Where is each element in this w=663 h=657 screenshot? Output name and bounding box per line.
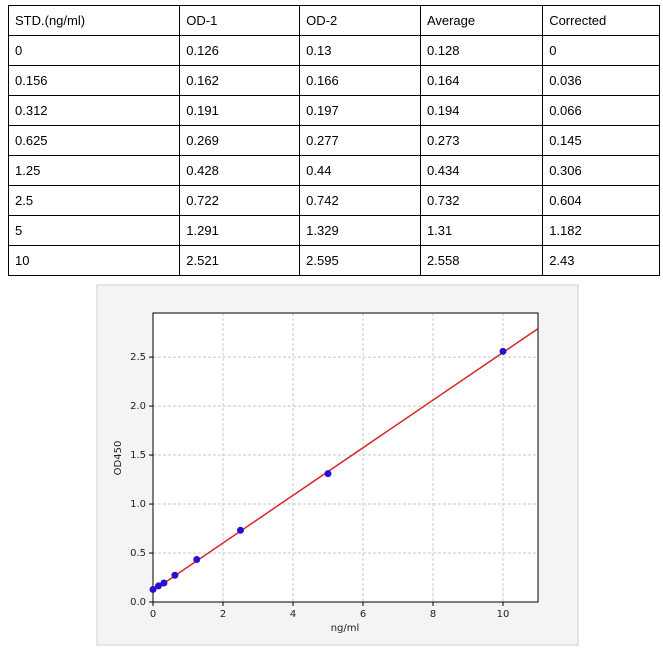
cell: 0.126 xyxy=(179,35,301,66)
cell: 0.277 xyxy=(299,125,421,156)
data-point xyxy=(171,571,179,579)
cell: 2.43 xyxy=(542,245,660,276)
table-row: 1.25 0.428 0.44 0.434 0.306 xyxy=(7,155,660,186)
cell: 0.191 xyxy=(179,95,301,126)
x-tick-label: 0 xyxy=(150,609,156,620)
y-tick-label: 2.0 xyxy=(130,401,146,412)
cell: 0.273 xyxy=(419,125,544,156)
y-tick-label: 0.5 xyxy=(130,548,146,559)
data-point xyxy=(237,526,244,534)
plot-frame xyxy=(152,312,539,603)
cell: 0.194 xyxy=(419,95,544,126)
cell: 2.521 xyxy=(179,245,301,276)
x-axis-label: ng/ml xyxy=(331,623,360,634)
table-row: 2.5 0.722 0.742 0.732 0.604 xyxy=(7,185,660,216)
x-tick-label: 4 xyxy=(290,609,296,620)
cell: 1.329 xyxy=(299,215,421,246)
cell: 0.732 xyxy=(419,185,544,216)
y-tick-label: 0.0 xyxy=(130,597,146,608)
header-cell: Average xyxy=(419,5,544,36)
data-point xyxy=(160,579,168,587)
cell: 0.625 xyxy=(7,125,181,156)
header-cell: STD.(ng/ml) xyxy=(7,5,181,36)
cell: 1.31 xyxy=(419,215,544,246)
header-cell: Corrected xyxy=(542,5,660,36)
data-point xyxy=(149,585,157,593)
fit-line xyxy=(152,328,539,592)
y-axis-label: OD450 xyxy=(113,441,124,476)
table-row: 0 0.126 0.13 0.128 0 xyxy=(7,35,660,66)
data-point xyxy=(499,347,507,355)
cell: 0.164 xyxy=(419,65,544,96)
x-tick-label: 6 xyxy=(360,609,366,620)
cell: 0.306 xyxy=(542,155,660,186)
table-row: 0.156 0.162 0.166 0.164 0.036 xyxy=(7,65,660,96)
x-tick-label: 8 xyxy=(430,609,436,620)
cell: 1.291 xyxy=(179,215,301,246)
cell: 2.558 xyxy=(419,245,544,276)
y-tick-label: 1.5 xyxy=(130,450,146,461)
cell: 0.44 xyxy=(299,155,421,186)
x-tick-label: 10 xyxy=(497,609,510,620)
y-tick-label: 2.5 xyxy=(130,352,146,363)
table-row: 10 2.521 2.595 2.558 2.43 xyxy=(7,245,660,276)
table-row: 5 1.291 1.329 1.31 1.182 xyxy=(7,215,660,246)
cell: 0.13 xyxy=(299,35,421,66)
table-row: 0.625 0.269 0.277 0.273 0.145 xyxy=(7,125,660,156)
data-point xyxy=(154,582,162,590)
cell: 0.269 xyxy=(179,125,301,156)
y-tick-label: 1.0 xyxy=(130,499,146,510)
x-tick-label: 2 xyxy=(220,609,226,620)
cell: 0.156 xyxy=(7,65,181,96)
header-cell: OD-1 xyxy=(179,5,301,36)
cell: 1.182 xyxy=(542,215,660,246)
cell: 2.595 xyxy=(299,245,421,276)
cell: 2.5 xyxy=(7,185,181,216)
cell: 0.434 xyxy=(419,155,544,186)
data-point xyxy=(324,470,332,478)
header-row: STD.(ng/ml) OD-1 OD-2 Average Corrected xyxy=(7,5,660,36)
cell: 1.25 xyxy=(7,155,181,186)
plot-area xyxy=(153,313,538,602)
cell: 0 xyxy=(7,35,181,66)
table-row: 0.312 0.191 0.197 0.194 0.066 xyxy=(7,95,660,126)
cell: 10 xyxy=(7,245,181,276)
data-table: STD.(ng/ml) OD-1 OD-2 Average Corrected 0 0.12… xyxy=(7,5,660,276)
data-point xyxy=(193,555,201,563)
